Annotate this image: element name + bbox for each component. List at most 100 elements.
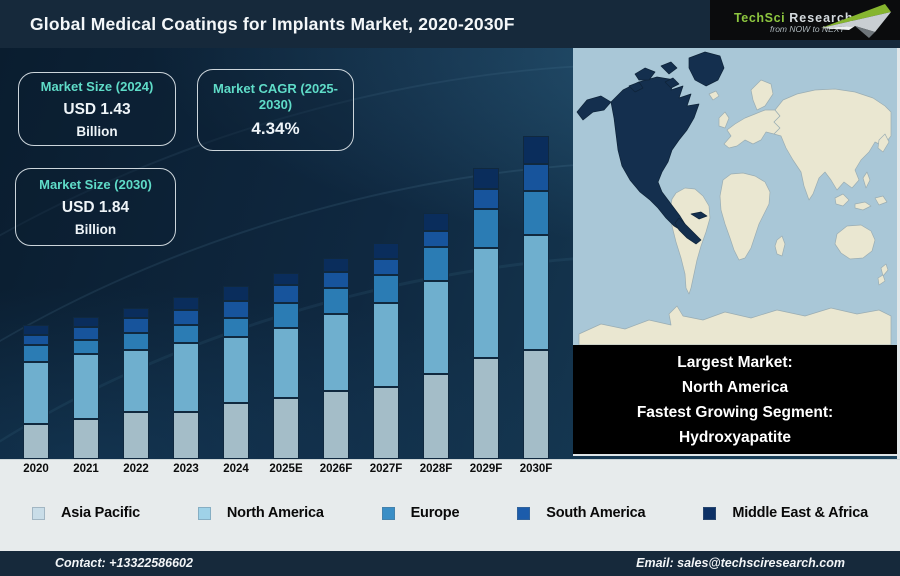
bar-2025e xyxy=(273,273,299,459)
x-axis-label-2030f: 2030F xyxy=(519,463,553,475)
bar-segment-south-america xyxy=(223,301,249,318)
bar-segment-south-america xyxy=(523,164,549,191)
map-new-zealand xyxy=(877,274,886,286)
callout-line: Largest Market: xyxy=(677,353,793,371)
map-indonesia xyxy=(854,201,872,211)
bar-segment-north-america xyxy=(523,235,549,350)
x-axis-label-2027f: 2027F xyxy=(369,463,403,475)
techsci-logo: TechSci Research from NOW to NEXT xyxy=(710,0,900,40)
x-axis-label-2022: 2022 xyxy=(123,463,149,475)
legend-item-south-america: South America xyxy=(517,505,646,521)
map-australia xyxy=(834,224,876,260)
bar-plot xyxy=(0,48,570,459)
market-size-2030-value: USD 1.84 xyxy=(61,199,130,216)
callout-line: North America xyxy=(681,378,789,396)
market-cagr-box: Market CAGR (2025-2030) 4.34% xyxy=(197,69,354,151)
bar-2029f xyxy=(473,168,499,459)
page-title: Global Medical Coatings for Implants Mar… xyxy=(30,14,515,34)
bar-segment-europe xyxy=(323,288,349,314)
bar-segment-south-america xyxy=(123,318,149,333)
footer-email: Email: sales@techsciresearch.com xyxy=(636,556,845,570)
footer-bar: Contact: +13322586602 Email: sales@techs… xyxy=(0,551,900,576)
x-axis-label-2021: 2021 xyxy=(73,463,99,475)
bar-segment-middle-east-africa xyxy=(23,325,49,335)
bar-segment-south-america xyxy=(423,231,449,247)
market-size-2024-label: Market Size (2024) xyxy=(40,79,154,94)
bar-2021 xyxy=(73,317,99,459)
bar-segment-north-america xyxy=(123,350,149,412)
bar-segment-asia-pacific xyxy=(473,358,499,459)
bar-segment-europe xyxy=(173,325,199,343)
bar-segment-middle-east-africa xyxy=(223,286,249,301)
map-scandinavia xyxy=(750,79,774,111)
map-uk xyxy=(718,111,730,129)
bar-segment-europe xyxy=(373,275,399,303)
x-axis-label-2020: 2020 xyxy=(23,463,49,475)
bar-segment-asia-pacific xyxy=(173,412,199,459)
bar-segment-north-america xyxy=(273,328,299,398)
bar-segment-europe xyxy=(523,191,549,235)
map-indonesia xyxy=(834,193,850,207)
bar-segment-europe xyxy=(473,209,499,248)
x-axis-label-2028f: 2028F xyxy=(419,463,453,475)
legend-swatch-north-america xyxy=(197,506,211,520)
legend-label-middle-east-africa: Middle East & Africa xyxy=(732,505,868,521)
map-new-zealand xyxy=(880,263,889,277)
footer-contact: Contact: +13322586602 xyxy=(55,556,193,570)
market-size-2024-box: Market Size (2024) USD 1.43 Billion xyxy=(18,72,176,146)
bar-segment-south-america xyxy=(323,272,349,288)
bar-segment-middle-east-africa xyxy=(273,273,299,285)
bar-segment-middle-east-africa xyxy=(473,168,499,189)
bar-segment-middle-east-africa xyxy=(173,297,199,310)
map-japan xyxy=(877,133,890,153)
bar-segment-europe xyxy=(223,318,249,337)
bar-segment-middle-east-africa xyxy=(423,213,449,231)
bar-2023 xyxy=(173,297,199,459)
legend-swatch-south-america xyxy=(517,506,531,520)
bar-segment-europe xyxy=(423,247,449,281)
bar-segment-south-america xyxy=(373,259,399,275)
bar-segment-south-america xyxy=(23,335,49,345)
legend-label-asia-pacific: Asia Pacific xyxy=(61,505,141,521)
world-map xyxy=(573,48,897,346)
callout-box: Largest Market: North America Fastest Gr… xyxy=(573,345,897,456)
bar-segment-north-america xyxy=(23,362,49,424)
bar-segment-south-america xyxy=(473,189,499,209)
bar-segment-europe xyxy=(23,345,49,362)
bar-segment-south-america xyxy=(273,285,299,303)
bar-segment-middle-east-africa xyxy=(373,243,399,259)
legend-item-north-america: North America xyxy=(197,505,324,521)
bar-segment-north-america xyxy=(423,281,449,374)
market-cagr-value: 4.34% xyxy=(251,119,300,138)
bar-segment-europe xyxy=(123,333,149,350)
map-arctic-island xyxy=(628,81,644,93)
bar-2027f xyxy=(373,243,399,459)
market-size-2030-box: Market Size (2030) USD 1.84 Billion xyxy=(15,168,176,246)
legend-swatch-asia-pacific xyxy=(32,506,45,520)
map-greenland-highlight xyxy=(688,51,725,87)
map-madagascar xyxy=(774,235,786,257)
logo-tagline: from NOW to NEXT xyxy=(770,24,845,34)
header-bar: Global Medical Coatings for Implants Mar… xyxy=(0,0,900,48)
bar-segment-middle-east-africa xyxy=(123,308,149,318)
bar-segment-north-america xyxy=(373,303,399,387)
arrow-icon xyxy=(821,4,891,38)
bar-2026f xyxy=(323,258,349,459)
map-north-america-highlight xyxy=(610,76,700,232)
bar-segment-asia-pacific xyxy=(423,374,449,459)
legend-swatch-middle-east-africa xyxy=(703,506,717,520)
bar-segment-europe xyxy=(73,340,99,354)
chart-legend: Asia Pacific North America Europe South Ame… xyxy=(0,494,900,532)
map-indonesia xyxy=(874,195,888,206)
x-axis-labels: 2020 2021 2022 2023 2024 2025E 2026F 2027F 2028F… xyxy=(0,460,570,479)
bar-segment-asia-pacific xyxy=(123,412,149,459)
bar-segment-north-america xyxy=(323,314,349,391)
bar-segment-north-america xyxy=(173,343,199,412)
map-antarctica xyxy=(578,305,892,346)
callout-line: Fastest Growing Segment: xyxy=(636,403,834,421)
bar-2022 xyxy=(123,308,149,459)
bar-segment-asia-pacific xyxy=(323,391,349,459)
bar-segment-north-america xyxy=(223,337,249,403)
bar-segment-middle-east-africa xyxy=(523,136,549,164)
